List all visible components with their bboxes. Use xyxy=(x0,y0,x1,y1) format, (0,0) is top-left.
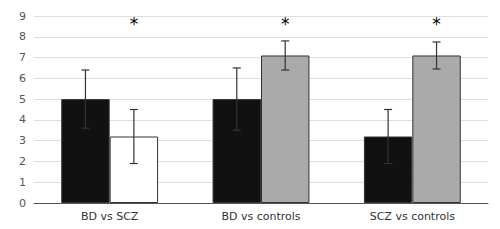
svg-text:0: 0 xyxy=(19,197,26,210)
svg-text:1: 1 xyxy=(19,176,26,189)
svg-text:BD vs SCZ: BD vs SCZ xyxy=(81,210,139,223)
svg-text:*: * xyxy=(281,14,290,34)
svg-text:7: 7 xyxy=(19,51,26,64)
svg-text:SCZ vs controls: SCZ vs controls xyxy=(370,210,456,223)
svg-text:*: * xyxy=(130,14,139,34)
svg-text:5: 5 xyxy=(19,93,26,106)
svg-text:3: 3 xyxy=(19,134,26,147)
svg-text:8: 8 xyxy=(19,30,26,43)
svg-text:6: 6 xyxy=(19,72,26,85)
svg-text:*: * xyxy=(432,14,441,34)
svg-text:4: 4 xyxy=(19,113,26,126)
svg-text:2: 2 xyxy=(19,155,26,168)
svg-text:9: 9 xyxy=(19,10,26,23)
svg-text:BD vs controls: BD vs controls xyxy=(221,210,300,223)
